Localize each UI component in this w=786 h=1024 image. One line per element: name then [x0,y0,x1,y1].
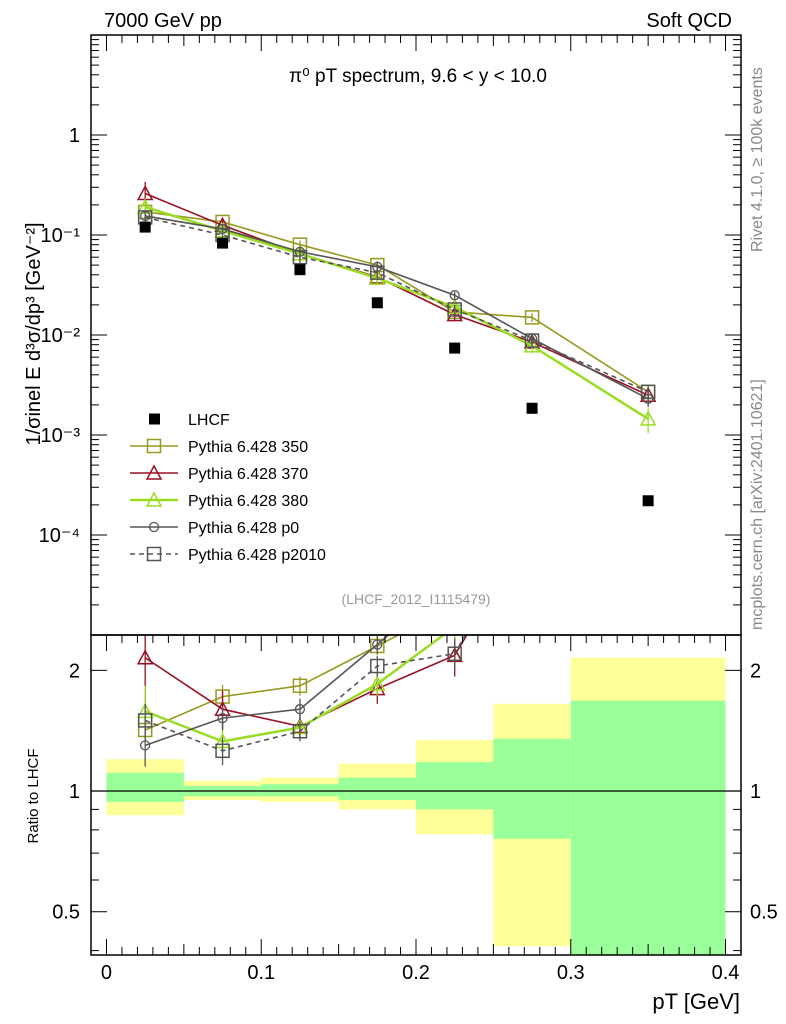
ratio-marker-p0 [294,704,306,715]
ratio-marker-s350 [642,352,655,365]
legend-marker-p2010 [146,546,162,562]
main-y-tick-label: 10⁻³ [41,425,81,447]
ratio-marker-s380 [369,675,386,691]
marker-p2010 [640,384,656,400]
ratio-plot-series [91,348,741,792]
analysis-id: (LHCF_2012_I1115479) [342,591,491,607]
ratio-marker-s370 [136,649,154,665]
ratio-marker-p2010 [215,743,230,759]
x-tick-label: 0 [101,962,112,984]
marker-s370 [446,306,463,322]
ratio-marker-p2010 [526,511,539,524]
x-tick-label: 0.1 [247,962,275,984]
legend-label: LHCF [188,412,230,429]
rivet-label: Rivet 4.1.0, ≥ 100k events [749,67,766,252]
legend-label: Pythia 6.428 350 [188,439,308,456]
header-left: 7000 GeV pp [104,10,222,32]
x-axis-label: pT [GeV] [652,989,740,1014]
data-point-lhcf [449,342,461,354]
data-point-lhcf [371,297,383,309]
ratio-marker-p2010 [447,646,462,661]
ratio-marker-s370 [641,366,655,379]
legend-marker-s370 [145,464,163,480]
ratio-y-tick-label-right: 2 [750,660,761,682]
legend-marker-p0 [148,521,160,533]
legend-marker-lhcf [149,413,160,425]
ratio-y-tick-label-right: 1 [750,781,761,803]
marker-s350 [524,310,540,325]
marker-s380 [523,337,541,353]
legend-label: Pythia 6.428 p0 [188,520,299,537]
ratio-band-inner [338,777,416,800]
marker-s380 [369,269,386,285]
main-y-tick-label: 10⁻⁴ [39,525,80,547]
ratio-marker-s380 [641,455,655,468]
ratio-marker-p0 [372,639,383,650]
data-point-lhcf [139,221,151,233]
legend-marker-s350 [146,438,162,454]
ratio-y-tick-label: 0.5 [52,902,80,924]
main-frame [90,34,742,636]
ratio-y-tick-label-right: 0.5 [750,902,778,924]
data-point-lhcf [526,402,538,414]
ratio-marker-s370 [525,518,539,531]
ratio-band-inner [570,700,726,955]
ratio-y-tick-label: 1 [69,781,80,803]
marker-p2010 [292,249,308,265]
legend-label: Pythia 6.428 p2010 [188,547,326,564]
ratio-marker-s380 [448,620,462,633]
ratio-marker-s350 [292,678,308,694]
ratio-uncertainty-bands [106,657,726,955]
ratio-marker-s380 [525,534,539,547]
ratio-y-tick-label: 2 [69,660,80,682]
plot-title: π⁰ pT spectrum, 9.6 < y < 10.0 [289,66,547,87]
ratio-band-inner [261,784,339,797]
ratio-marker-p2010 [137,713,153,728]
x-tick-label: 0.2 [402,962,430,984]
ratio-band-inner [416,762,494,810]
ratio-marker-p2010 [642,348,655,361]
x-tick-label: 0.3 [557,962,585,984]
main-y-tick-label: 10⁻² [41,325,81,347]
ratio-marker-p0 [450,573,459,582]
header-right: Soft QCD [646,10,732,32]
mcplots-label: mcplots.cern.ch [arXiv:2401.10621] [749,379,766,630]
legend-marker-s380 [145,491,163,507]
series-line-s370 [144,192,649,396]
ratio-marker-s350 [526,422,539,435]
ratio-ylabel: Ratio to LHCF [25,748,42,843]
ratio-marker-p2010 [292,723,308,739]
data-point-lhcf [217,237,229,249]
ratio-band-inner [106,772,184,802]
ratio-marker-p0 [140,740,151,751]
main-plot-series [136,181,657,507]
ratio-marker-p0 [217,712,228,724]
marker-p2010 [370,265,385,280]
marker-p0 [449,290,460,301]
ratio-marker-p2010 [370,658,385,674]
ratio-band-inner [493,738,571,839]
axes: 1 10⁻¹ 10⁻² 10⁻³ 10⁻⁴ 0.5 0.5 1 1 2 2 0 0.1 0.2 0.3 0.4 [39,35,778,984]
ratio-marker-p0 [528,506,537,515]
main-ylabel: 1/σinel E d³σ/dp³ [GeV⁻²] [23,222,45,445]
data-point-lhcf [294,264,306,276]
x-tick-label: 0.4 [712,962,740,984]
marker-p2010 [524,333,540,348]
main-y-tick-label: 1 [69,125,80,147]
legend-label: Pythia 6.428 370 [188,466,308,483]
main-y-tick-label: 10⁻¹ [41,225,81,247]
marker-p2010 [447,302,462,317]
marker-s380 [639,410,657,426]
data-point-lhcf [642,495,654,507]
legend: LHCF Pythia 6.428 350 Pythia 6.428 370 Pyth… [130,412,326,564]
legend-label: Pythia 6.428 380 [188,493,308,510]
